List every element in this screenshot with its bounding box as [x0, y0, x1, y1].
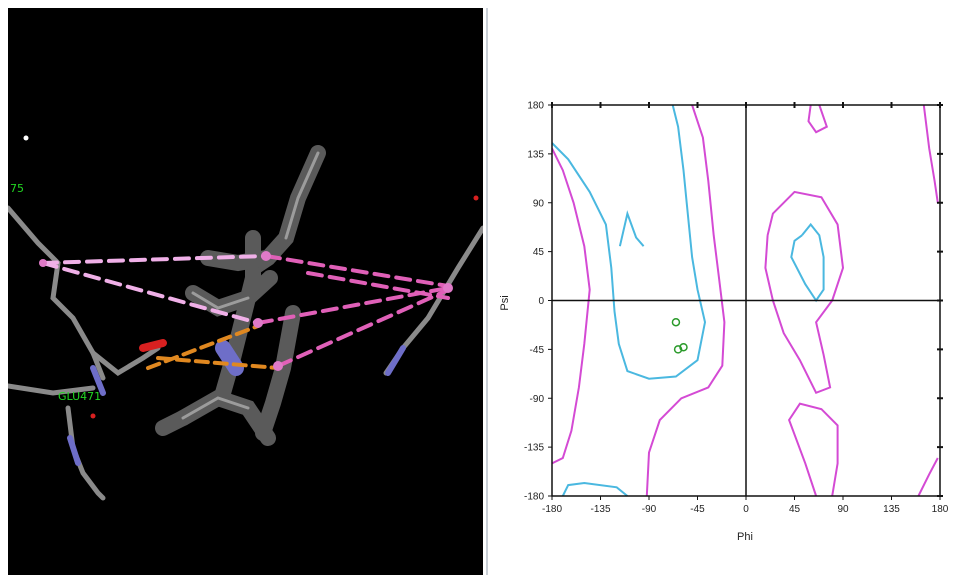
- centroid-sphere: [253, 318, 263, 328]
- tick-group: -180 -135 -90 -45 0 45 90 135 180 180 135 90 45 0 -45 -…: [524, 101, 949, 516]
- backbone-stick: [90, 345, 161, 377]
- residue-label: GLU471: [58, 390, 102, 403]
- residue-label: 75: [10, 182, 24, 195]
- x-tick-label: 180: [932, 504, 949, 515]
- x-tick-label: 135: [883, 504, 900, 515]
- ligand-highlight: [181, 396, 250, 420]
- contour-line: [807, 104, 829, 134]
- y-tick-label: 45: [533, 247, 545, 258]
- contour-line: [645, 104, 726, 497]
- y-tick-label: -90: [530, 394, 545, 405]
- x-axis-label: Phi: [737, 531, 753, 543]
- nitrogen-stick: [385, 345, 406, 376]
- ligand-bond: [175, 389, 276, 446]
- backbone-stick: [65, 405, 106, 501]
- y-tick-label: -45: [530, 345, 545, 356]
- ligand-bond: [200, 250, 274, 272]
- oxygen-stick: [139, 339, 167, 352]
- y-tick-label: 180: [527, 101, 544, 112]
- x-tick-label: 45: [789, 504, 801, 515]
- atom-dot: [23, 135, 29, 141]
- contour-line: [790, 222, 825, 303]
- centroid-sphere: [273, 361, 283, 371]
- atom-dot: [90, 413, 96, 419]
- contour-line: [561, 481, 629, 497]
- ramachandran-plot: -180 -135 -90 -45 0 45 90 135 180 180 135 90 45 0 -45 -…: [499, 101, 949, 544]
- interaction-dash: [41, 254, 268, 265]
- atom-dot: [473, 195, 479, 201]
- centroid-sphere: [39, 259, 47, 267]
- contour-line: [618, 210, 645, 247]
- backbone-stick: [8, 383, 96, 396]
- contour-line: [764, 190, 845, 395]
- contour-group: [551, 104, 939, 497]
- contour-line: [917, 457, 939, 497]
- residue-point[interactable]: [671, 317, 681, 327]
- interaction-dash: [264, 254, 450, 288]
- contour-line: [922, 104, 939, 203]
- nitrogen-stick: [90, 365, 106, 396]
- y-tick-label: -180: [524, 492, 544, 503]
- ligand-highlight: [191, 291, 250, 310]
- interaction-dash: [156, 356, 280, 370]
- ligand-bond: [255, 305, 301, 441]
- interaction-dash: [41, 261, 260, 325]
- centroid-sphere: [261, 251, 271, 261]
- residue-point[interactable]: [679, 342, 688, 352]
- contour-line: [787, 402, 839, 497]
- x-tick-label: 0: [743, 504, 749, 515]
- y-tick-label: 0: [538, 296, 544, 307]
- backbone-stick: [8, 205, 106, 381]
- y-tick-label: 135: [527, 149, 544, 160]
- interaction-dash: [146, 324, 260, 370]
- x-tick-label: -180: [542, 504, 562, 515]
- contour-line: [551, 104, 707, 380]
- ramachandran-panel: -180 -135 -90 -45 0 45 90 135 180 180 135 90 45 0 -45 -…: [492, 8, 958, 583]
- x-tick-label: -135: [590, 504, 610, 515]
- interaction-dash: [306, 271, 450, 300]
- molecule-viewer[interactable]: 75 GLU471: [8, 8, 483, 575]
- residue-point[interactable]: [673, 345, 683, 354]
- panel-divider[interactable]: [486, 8, 488, 575]
- x-tick-label: -90: [642, 504, 657, 515]
- contour-line: [551, 147, 591, 465]
- ligand-highlight: [284, 151, 320, 240]
- x-tick-label: -45: [690, 504, 705, 515]
- y-tick-label: -135: [524, 443, 544, 454]
- interaction-dash: [276, 288, 450, 368]
- points-group: [671, 317, 688, 354]
- nitrogen-stick: [67, 435, 81, 466]
- y-axis-label: Psi: [499, 295, 511, 310]
- y-tick-label: 90: [533, 198, 545, 209]
- molecule-render: [8, 135, 483, 501]
- ligand-bond: [155, 410, 191, 436]
- centroid-sphere: [443, 283, 453, 293]
- x-tick-label: 90: [837, 504, 849, 515]
- axes-group: [551, 104, 941, 497]
